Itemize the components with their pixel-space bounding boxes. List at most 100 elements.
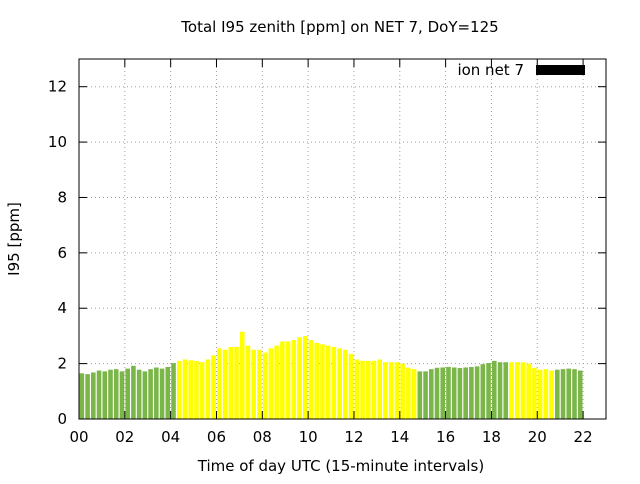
bar <box>85 374 90 419</box>
bar <box>285 341 291 419</box>
bar <box>463 367 468 419</box>
bar <box>314 342 320 419</box>
bar <box>165 366 171 419</box>
bar <box>560 369 566 419</box>
bar <box>503 362 509 419</box>
bar <box>91 372 96 419</box>
bar <box>543 369 549 419</box>
bar <box>365 360 371 419</box>
bar <box>131 365 136 419</box>
bar <box>119 371 125 419</box>
x-tick-label: 02 <box>115 428 134 446</box>
bar <box>331 347 337 419</box>
bar <box>320 344 325 419</box>
bar <box>171 363 176 419</box>
x-axis-label: Time of day UTC (15-minute intervals) <box>197 457 484 475</box>
bar <box>148 369 153 419</box>
bar <box>457 368 463 419</box>
y-axis-label: I95 [ppm] <box>5 202 23 276</box>
bar <box>188 360 193 419</box>
bar <box>474 366 480 419</box>
bar <box>113 369 119 419</box>
bar <box>520 362 526 419</box>
bar <box>136 369 142 419</box>
bar <box>217 348 222 419</box>
bar <box>199 362 205 419</box>
bar <box>394 362 400 419</box>
x-tick-label: 08 <box>253 428 272 446</box>
bar <box>228 347 234 419</box>
y-tick-label: 12 <box>48 78 67 96</box>
bar <box>497 362 503 419</box>
bar <box>514 362 520 419</box>
bar <box>297 337 302 419</box>
bar <box>325 345 331 419</box>
bar <box>406 367 411 419</box>
bar <box>234 347 239 419</box>
bar <box>274 345 279 419</box>
x-tick-label: 18 <box>482 428 501 446</box>
bar <box>417 371 423 419</box>
bar <box>176 360 182 419</box>
bar <box>423 371 428 419</box>
bar <box>360 360 365 419</box>
bar <box>555 369 560 419</box>
grid <box>79 59 606 419</box>
y-tick-label: 10 <box>48 133 67 151</box>
bar <box>388 362 394 419</box>
bar <box>577 370 583 419</box>
bar <box>245 345 251 419</box>
bar <box>159 368 165 419</box>
bar <box>354 359 360 419</box>
bar <box>262 352 268 419</box>
x-tick-label: 04 <box>161 428 180 446</box>
y-tick-label: 0 <box>57 410 67 428</box>
bar <box>566 368 572 419</box>
chart-title: Total I95 zenith [ppm] on NET 7, DoY=125 <box>180 18 498 36</box>
x-tick-label: 10 <box>299 428 318 446</box>
bar <box>377 359 383 419</box>
x-tick-label: 06 <box>207 428 226 446</box>
bar <box>205 359 211 419</box>
bar <box>440 367 446 419</box>
bar <box>182 359 188 419</box>
bar <box>572 369 577 419</box>
bar <box>411 369 417 419</box>
y-tick-label: 8 <box>57 188 67 206</box>
bar <box>492 360 497 419</box>
bar <box>434 367 440 419</box>
y-tick-label: 2 <box>57 355 67 373</box>
bar <box>239 331 245 419</box>
bar <box>469 366 474 419</box>
bar <box>526 363 531 419</box>
bar <box>280 341 285 419</box>
bar <box>291 340 297 419</box>
x-axis-ticks: 00 02 04 06 08 10 12 14 16 18 20 22 <box>69 59 593 446</box>
bar <box>486 363 491 419</box>
bar <box>383 362 388 419</box>
x-tick-label: 16 <box>436 428 455 446</box>
bar <box>400 363 405 419</box>
bars <box>79 331 583 419</box>
bar <box>257 349 262 419</box>
bar <box>125 368 130 419</box>
bar <box>79 373 85 419</box>
bar <box>532 367 537 419</box>
y-tick-label: 4 <box>57 299 67 317</box>
bar <box>343 349 348 419</box>
bar <box>371 360 377 419</box>
bar <box>154 367 159 419</box>
x-tick-label: 14 <box>390 428 409 446</box>
plot-frame <box>78 58 607 420</box>
bar <box>537 369 543 419</box>
legend: ion net 7 <box>457 61 585 79</box>
bar <box>451 367 457 419</box>
bar <box>211 355 216 419</box>
bar <box>509 362 514 419</box>
bar <box>222 349 228 419</box>
legend-swatch <box>536 65 585 75</box>
bar <box>251 349 257 419</box>
bar <box>302 335 308 419</box>
bar <box>102 371 108 419</box>
